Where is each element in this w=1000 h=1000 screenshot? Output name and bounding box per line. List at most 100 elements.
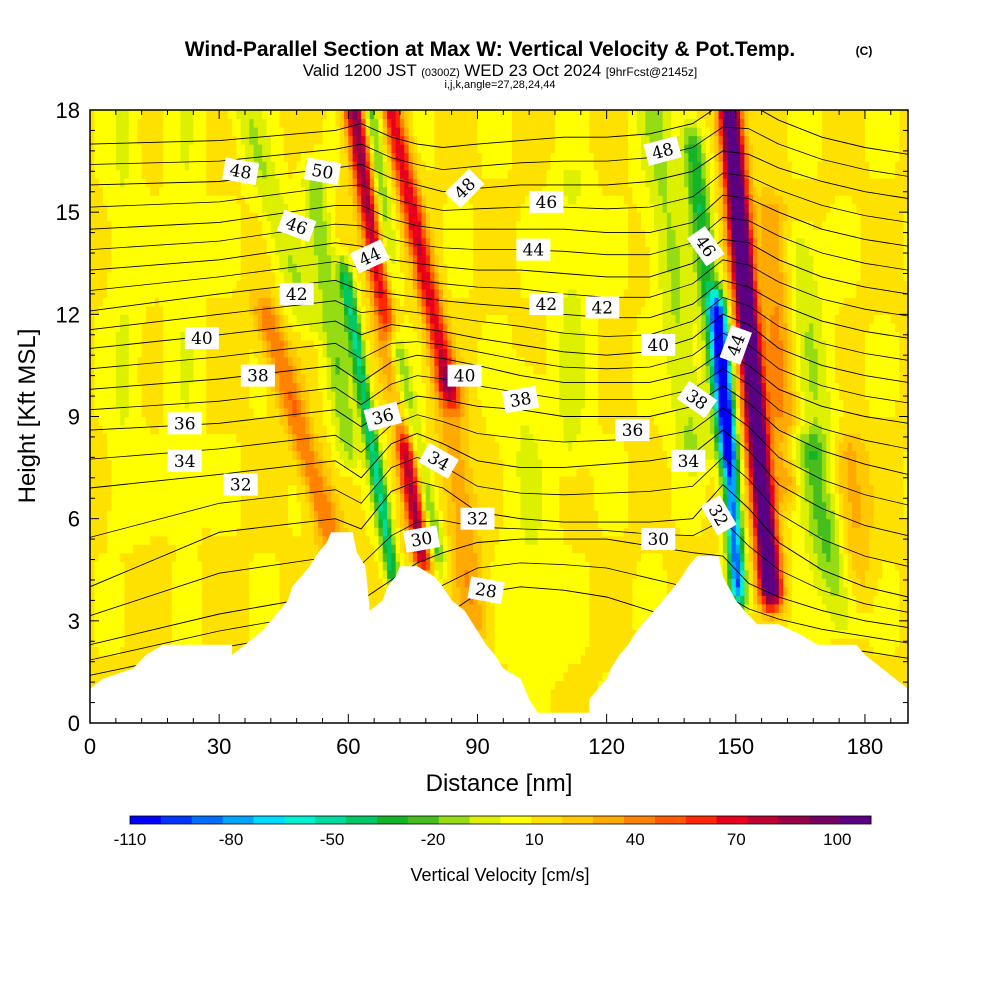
velocity-cell <box>641 612 646 622</box>
velocity-cell <box>852 612 857 622</box>
velocity-cell <box>107 620 113 630</box>
velocity-cell <box>869 578 875 588</box>
velocity-cell <box>516 603 522 613</box>
velocity-cell <box>804 535 810 545</box>
velocity-cell <box>150 620 156 630</box>
velocity-cell <box>559 561 565 571</box>
velocity-cell <box>783 552 789 562</box>
velocity-cell <box>606 527 612 537</box>
velocity-cell <box>331 501 337 511</box>
velocity-cell <box>240 569 246 579</box>
velocity-cell <box>559 544 565 554</box>
velocity-cell <box>877 501 883 511</box>
velocity-cell <box>821 544 827 554</box>
velocity-cell <box>361 552 367 562</box>
velocity-cell <box>537 595 543 605</box>
velocity-cell <box>503 654 509 664</box>
velocity-cell <box>279 586 285 596</box>
velocity-cell <box>787 569 793 579</box>
velocity-cell <box>387 544 392 554</box>
velocity-cell <box>589 620 595 630</box>
velocity-cell <box>180 620 186 630</box>
velocity-cell <box>288 552 293 562</box>
velocity-cell <box>154 544 160 554</box>
velocity-cell <box>90 586 95 596</box>
velocity-cell <box>709 527 715 537</box>
velocity-cell <box>262 561 268 571</box>
velocity-cell <box>163 510 169 520</box>
velocity-cell <box>511 654 517 664</box>
velocity-cell <box>520 654 526 664</box>
velocity-cell <box>727 527 733 537</box>
velocity-cell <box>232 561 237 571</box>
velocity-cell <box>697 527 702 537</box>
velocity-cell <box>511 629 517 639</box>
velocity-cell <box>895 595 900 605</box>
velocity-cell <box>292 544 298 554</box>
velocity-cell <box>210 527 216 537</box>
velocity-cell <box>593 629 599 639</box>
velocity-cell <box>124 595 130 605</box>
velocity-cell <box>94 654 100 664</box>
velocity-cell <box>270 603 276 613</box>
velocity-cell <box>240 518 246 528</box>
velocity-cell <box>808 535 814 545</box>
velocity-cell <box>511 552 517 562</box>
velocity-cell <box>864 518 870 528</box>
velocity-cell <box>447 561 453 571</box>
velocity-cell <box>632 501 638 511</box>
velocity-cell <box>610 501 616 511</box>
velocity-cell <box>141 586 147 596</box>
velocity-cell <box>550 671 556 682</box>
velocity-cell <box>206 535 212 545</box>
velocity-cell <box>593 561 599 571</box>
velocity-cell <box>796 527 801 537</box>
velocity-cell <box>189 629 194 639</box>
velocity-cell <box>839 501 845 511</box>
velocity-cell <box>438 561 444 571</box>
velocity-cell <box>778 552 784 562</box>
velocity-cell <box>882 595 888 605</box>
velocity-cell <box>499 552 504 562</box>
velocity-cell <box>675 518 681 528</box>
velocity-cell <box>455 552 461 562</box>
velocity-cell <box>692 510 698 520</box>
velocity-cell <box>817 637 823 647</box>
velocity-cell <box>257 595 263 605</box>
velocity-cell <box>757 595 763 605</box>
velocity-cell <box>219 535 225 545</box>
velocity-cell <box>145 629 151 639</box>
velocity-cell <box>481 569 487 579</box>
velocity-cell <box>856 561 862 571</box>
velocity-cell <box>559 569 565 579</box>
velocity-cell <box>572 510 578 520</box>
velocity-cell <box>641 586 646 596</box>
velocity-cell <box>903 501 908 511</box>
velocity-cell <box>232 603 237 613</box>
velocity-cell <box>705 518 711 528</box>
velocity-cell <box>899 552 905 562</box>
velocity-cell <box>653 578 659 588</box>
velocity-cell <box>598 510 603 520</box>
velocity-cell <box>443 578 448 588</box>
velocity-cell <box>791 595 797 605</box>
velocity-cell <box>826 527 832 537</box>
velocity-cell <box>516 561 522 571</box>
velocity-cell <box>856 620 862 630</box>
velocity-cell <box>856 637 862 647</box>
velocity-cell <box>305 518 311 528</box>
velocity-cell <box>821 629 827 639</box>
velocity-cell <box>227 637 233 647</box>
velocity-cell <box>550 680 556 690</box>
velocity-cell <box>593 637 599 647</box>
velocity-cell <box>232 620 237 630</box>
velocity-cell <box>580 501 586 511</box>
velocity-cell <box>808 603 814 613</box>
velocity-cell <box>219 603 225 613</box>
velocity-cell <box>873 544 879 554</box>
velocity-cell <box>145 501 151 511</box>
velocity-cell <box>378 595 384 605</box>
velocity-cell <box>572 697 578 707</box>
velocity-cell <box>783 510 789 520</box>
velocity-cell <box>391 501 397 511</box>
